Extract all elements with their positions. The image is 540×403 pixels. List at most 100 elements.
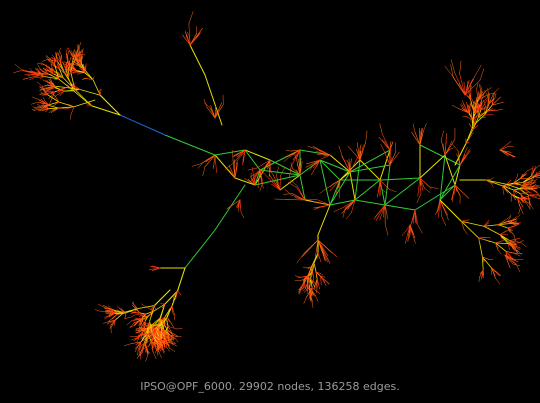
leaf-edge — [297, 287, 302, 291]
leaf-edge — [154, 305, 156, 310]
leaf-edge — [502, 185, 509, 193]
leaf-edge — [168, 344, 170, 349]
leaf-edge — [429, 187, 439, 189]
leaf-edge — [130, 312, 135, 314]
leaf-edge — [251, 167, 256, 186]
tree-edge — [164, 290, 179, 305]
leaf-edge — [50, 107, 59, 113]
leaf-edge — [434, 209, 439, 216]
leaf-edge — [294, 275, 301, 278]
leaf-edge — [48, 59, 55, 65]
tree-edge — [76, 70, 85, 73]
leaf-edge — [509, 240, 522, 243]
leaf-edge — [59, 90, 65, 96]
leaf-edge — [140, 329, 148, 334]
tree-edge — [313, 252, 319, 264]
leaf-edge — [232, 149, 246, 164]
leaf-edge — [509, 240, 516, 245]
leaf-edge — [460, 220, 466, 224]
leaf-edge — [491, 93, 495, 106]
leaf-edge — [206, 106, 216, 119]
leaf-edge — [494, 270, 498, 273]
leaf-edge — [65, 70, 78, 75]
leaf-edge — [465, 142, 470, 144]
leaf-edge — [236, 152, 245, 162]
leaf-edge — [158, 332, 164, 339]
leaf-edge — [110, 319, 116, 326]
leaf-edge — [475, 108, 485, 114]
leaf-edge — [296, 253, 305, 264]
leaf-edge — [169, 348, 176, 352]
leaf-edge — [452, 105, 459, 109]
leaf-edge — [240, 211, 244, 219]
leaf-edge — [167, 329, 178, 337]
leaf-edge — [65, 58, 69, 70]
leaf-edge — [48, 110, 53, 113]
leaf-edge — [485, 237, 491, 239]
leaf-edge — [138, 350, 141, 356]
leaf-edge — [497, 250, 502, 255]
core-edge — [319, 159, 341, 181]
leaf-edge — [104, 316, 109, 320]
leaf-edge — [474, 121, 476, 125]
leaf-edge — [166, 346, 170, 352]
leaf-edge — [113, 319, 116, 327]
leaf-edge — [497, 221, 508, 226]
leaf-edge — [506, 229, 512, 232]
leaf-edge — [30, 101, 39, 105]
leaf-edge — [150, 333, 153, 342]
leaf-edge — [150, 305, 155, 315]
leaf-edge — [365, 130, 368, 143]
leaf-edge — [173, 290, 178, 298]
graph-caption: IPSO@OPF_6000. 29902 nodes, 136258 edges… — [140, 380, 400, 393]
leaf-edge — [81, 66, 85, 73]
leaf-edge — [296, 164, 300, 169]
leaf-edge — [460, 219, 470, 222]
leaf-edge — [56, 52, 58, 57]
leaf-edge — [153, 352, 157, 360]
leaf-edge — [507, 227, 513, 231]
tree-edge — [43, 76, 60, 80]
leaf-edge — [480, 99, 488, 110]
core-edge — [319, 159, 331, 206]
leaf-edge — [141, 342, 145, 354]
core-edge — [329, 199, 356, 206]
leaf-edge — [302, 288, 306, 292]
tree-edge — [137, 305, 155, 310]
tree-edge — [48, 107, 59, 110]
leaf-edge — [341, 155, 351, 173]
leaf-edge — [514, 249, 519, 254]
leaf-edge — [167, 325, 177, 330]
leaf-edge — [528, 183, 533, 188]
leaf-edge — [516, 250, 523, 255]
leaf-edge — [315, 278, 318, 289]
leaf-edge — [64, 69, 77, 71]
leaf-edge — [45, 64, 54, 75]
leaf-edge — [143, 333, 148, 337]
tree-edge — [522, 176, 535, 184]
tree-edge — [460, 220, 480, 239]
core-edge — [439, 184, 456, 201]
leaf-edge — [312, 146, 331, 156]
leaf-edge — [233, 149, 246, 156]
leaf-edge — [450, 59, 456, 74]
leaf-edge — [388, 188, 397, 193]
leaf-edge — [326, 179, 341, 189]
leaf-edge — [45, 56, 49, 61]
leaf-edge — [521, 179, 532, 186]
core-edge — [384, 177, 421, 206]
leaf-edge — [161, 348, 165, 354]
leaf-edge — [289, 149, 301, 158]
tree-edge — [483, 224, 499, 227]
leaf-edge — [92, 76, 95, 81]
leaf-edge — [242, 149, 246, 165]
leaf-edge — [280, 167, 285, 176]
leaf-edge — [519, 173, 524, 179]
leaf-edge — [316, 154, 331, 156]
leaf-edge — [287, 154, 293, 157]
leaf-edge — [22, 74, 41, 80]
leaf-edge — [470, 132, 474, 137]
tree-edge — [477, 110, 488, 119]
leaf-edge — [157, 326, 161, 333]
leaf-edge — [470, 119, 473, 122]
